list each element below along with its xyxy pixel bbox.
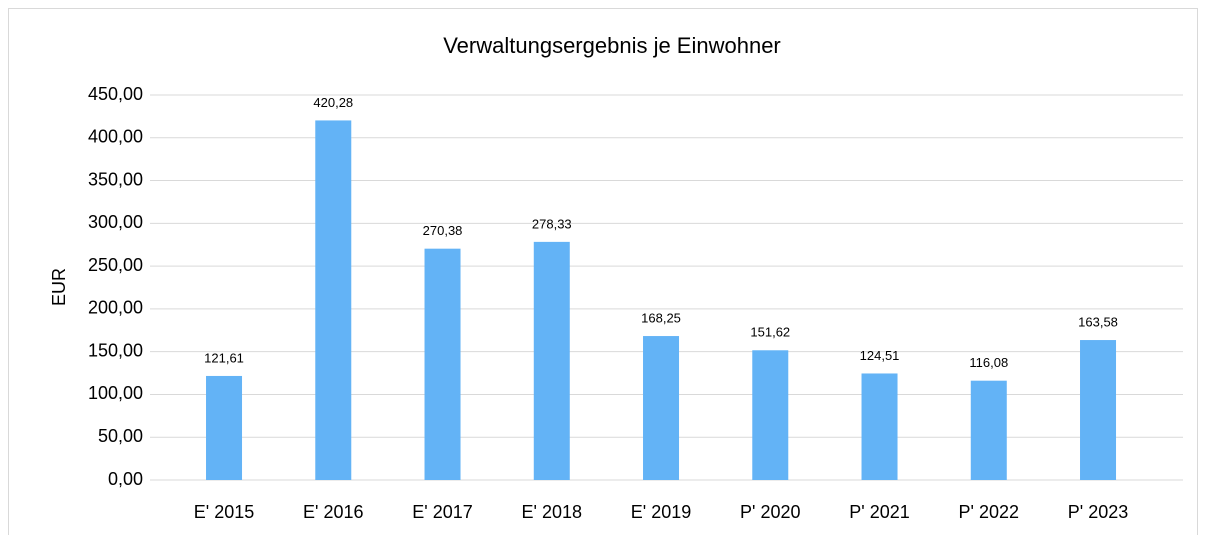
data-label: 124,51 <box>860 348 900 363</box>
bar <box>206 375 243 480</box>
data-label: 420,28 <box>313 95 353 110</box>
data-label: 121,61 <box>204 350 244 365</box>
x-tick-label: P' 2022 <box>959 502 1020 522</box>
y-tick-label: 50,00 <box>98 426 143 446</box>
data-label: 151,62 <box>750 325 790 340</box>
bar <box>752 350 789 480</box>
y-tick-label: 100,00 <box>88 383 143 403</box>
y-tick-label: 250,00 <box>88 255 143 275</box>
bar <box>861 373 898 480</box>
y-tick-label: 300,00 <box>88 212 143 232</box>
data-label: 278,33 <box>532 216 572 231</box>
y-tick-label: 450,00 <box>88 84 143 104</box>
chart-title: Verwaltungsergebnis je Einwohner <box>443 33 781 58</box>
x-tick-label: E' 2016 <box>303 502 364 522</box>
y-tick-label: 200,00 <box>88 298 143 318</box>
x-tick-label: P' 2023 <box>1068 502 1129 522</box>
y-tick-label: 400,00 <box>88 127 143 147</box>
x-tick-label: E' 2018 <box>522 502 583 522</box>
bar <box>533 241 570 480</box>
x-tick-label: E' 2015 <box>194 502 255 522</box>
bar <box>1080 340 1117 480</box>
data-label: 163,58 <box>1078 314 1118 329</box>
y-tick-label: 350,00 <box>88 169 143 189</box>
x-tick-label: P' 2021 <box>849 502 910 522</box>
data-label: 168,25 <box>641 310 681 325</box>
y-axis-label: EUR <box>49 268 69 306</box>
data-label: 116,08 <box>969 355 1008 370</box>
bar <box>424 248 461 480</box>
data-label: 270,38 <box>423 223 463 238</box>
x-tick-label: E' 2017 <box>412 502 473 522</box>
x-tick-label: E' 2019 <box>631 502 692 522</box>
bar <box>643 336 680 480</box>
x-tick-label: P' 2020 <box>740 502 801 522</box>
chart-frame <box>8 8 1198 535</box>
y-tick-label: 0,00 <box>108 469 143 489</box>
bar <box>315 120 352 480</box>
bar <box>970 380 1007 480</box>
y-tick-label: 150,00 <box>88 340 143 360</box>
